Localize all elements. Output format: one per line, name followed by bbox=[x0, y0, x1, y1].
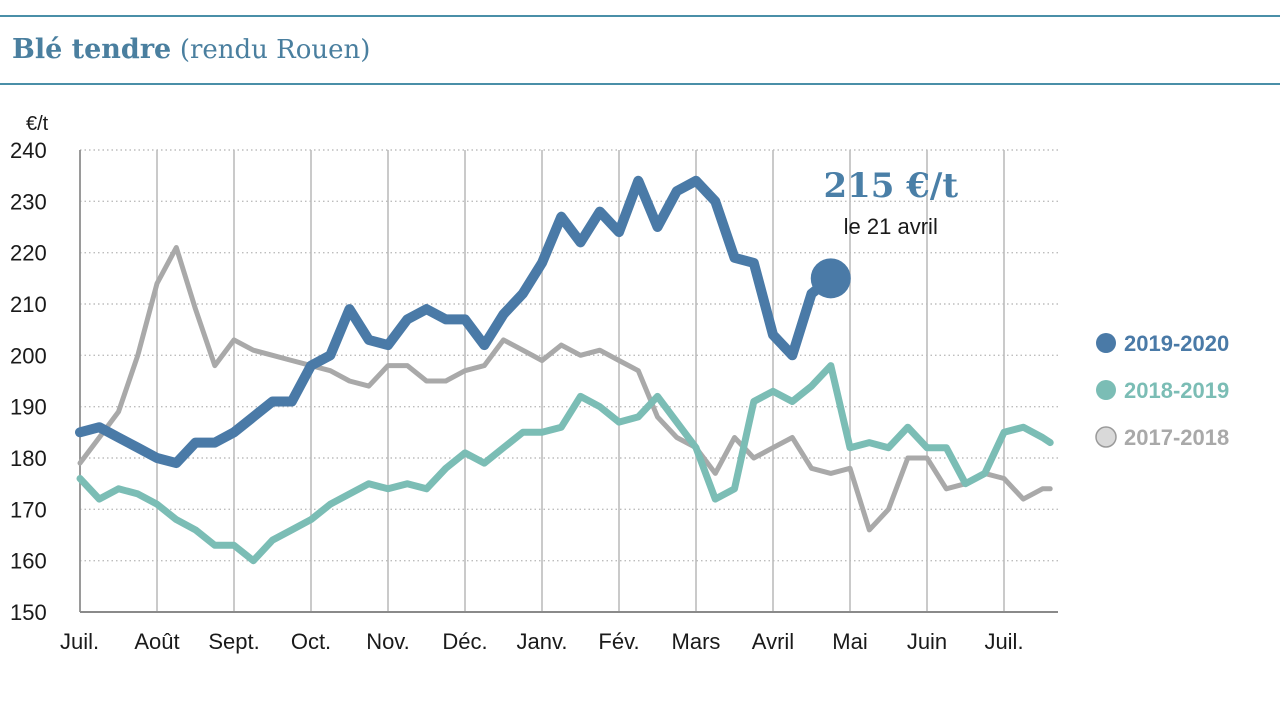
legend-label: 2019-2020 bbox=[1124, 331, 1229, 356]
x-tick-label: Juil. bbox=[60, 629, 99, 654]
legend-label: 2018-2019 bbox=[1124, 378, 1229, 403]
y-tick-label: 170 bbox=[10, 497, 47, 522]
series-group bbox=[75, 175, 1054, 565]
legend-label: 2017-2018 bbox=[1124, 425, 1229, 450]
chart-title: Blé tendre (rendu Rouen) bbox=[12, 34, 370, 65]
x-tick-label: Nov. bbox=[366, 629, 410, 654]
y-axis-unit: €/t bbox=[26, 113, 49, 135]
title-rule bbox=[0, 83, 1280, 85]
x-tick-label: Avril bbox=[752, 629, 794, 654]
y-tick-label: 240 bbox=[10, 138, 47, 163]
x-axis: Juil. Août Sept. Oct. Nov. Déc. Janv. Fév. Mars A… bbox=[60, 611, 1058, 654]
y-axis: 150 160 170 180 190 200 210 220 230 240 €/t bbox=[10, 113, 81, 625]
series-end-marker bbox=[810, 258, 851, 299]
x-tick-label: Juin bbox=[907, 629, 947, 654]
y-tick-label: 160 bbox=[10, 549, 47, 574]
x-tick-label: Déc. bbox=[442, 629, 487, 654]
top-rule bbox=[0, 15, 1280, 17]
legend-marker bbox=[1096, 333, 1116, 353]
y-tick-label: 180 bbox=[10, 446, 47, 471]
y-tick-label: 190 bbox=[10, 395, 47, 420]
x-tick-label: Juil. bbox=[984, 629, 1023, 654]
legend-marker bbox=[1096, 380, 1116, 400]
annotation-value: 215 €/t bbox=[823, 166, 958, 206]
series-line-2018-2019 bbox=[76, 362, 1054, 565]
title-sub: (rendu Rouen) bbox=[179, 35, 371, 65]
annotation: 215 €/t le 21 avril bbox=[823, 166, 958, 239]
x-tick-label: Oct. bbox=[291, 629, 331, 654]
x-tick-label: Sept. bbox=[208, 629, 259, 654]
title-main: Blé tendre bbox=[12, 34, 172, 65]
y-tick-label: 150 bbox=[10, 600, 47, 625]
y-tick-label: 230 bbox=[10, 189, 47, 214]
series-line-2019-2020 bbox=[75, 175, 836, 469]
legend: 2019-2020 2018-2019 2017-2018 bbox=[1095, 331, 1229, 450]
x-tick-label: Mai bbox=[832, 629, 867, 654]
x-tick-label: Mars bbox=[672, 629, 721, 654]
annotation-date: le 21 avril bbox=[844, 214, 938, 239]
y-tick-label: 220 bbox=[10, 241, 47, 266]
x-tick-label: Fév. bbox=[598, 629, 639, 654]
x-tick-label: Janv. bbox=[517, 629, 568, 654]
y-tick-label: 200 bbox=[10, 343, 47, 368]
series-line-2017-2018 bbox=[77, 245, 1053, 533]
y-tick-label: 210 bbox=[10, 292, 47, 317]
legend-marker bbox=[1095, 426, 1117, 448]
x-tick-label: Août bbox=[134, 629, 179, 654]
